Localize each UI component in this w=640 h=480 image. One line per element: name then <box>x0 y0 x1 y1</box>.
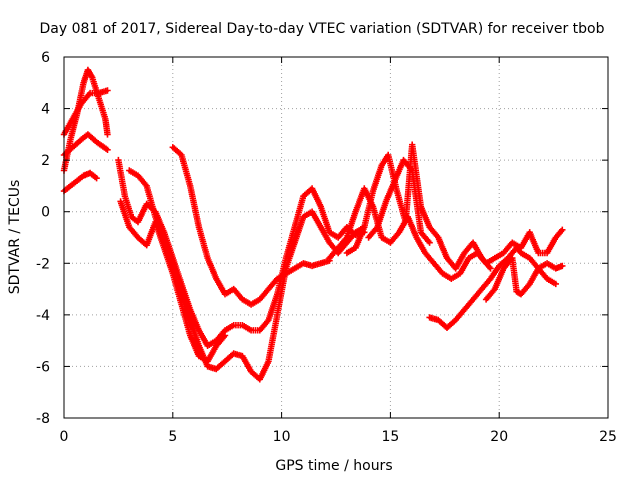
series-6 <box>126 167 368 383</box>
series-5 <box>115 156 368 349</box>
series-13-markers <box>482 254 559 303</box>
y-tick-label: -6 <box>36 359 50 375</box>
series-1-markers <box>60 66 111 174</box>
series-7 <box>169 144 333 308</box>
y-tick-label: 4 <box>41 102 50 118</box>
series-8 <box>117 198 229 365</box>
series-11-markers <box>365 156 433 246</box>
plot-frame <box>63 56 609 419</box>
grid-layer <box>64 57 608 418</box>
x-tick-label: 25 <box>599 429 617 445</box>
x-tick-label: 15 <box>381 429 399 445</box>
y-tick-label: -8 <box>36 411 50 427</box>
series-6-markers <box>126 167 368 383</box>
series-5-markers <box>115 156 368 349</box>
series-10 <box>343 141 494 272</box>
series-12-markers <box>426 244 566 331</box>
y-tick-label: -2 <box>36 256 50 272</box>
y-tick-label: 2 <box>41 153 50 169</box>
x-tick-label: 0 <box>60 429 69 445</box>
y-tick-label: 6 <box>41 50 50 66</box>
y-axis-label: SDTVAR / TECUs <box>7 180 23 295</box>
series-4-markers <box>60 169 100 195</box>
series-13 <box>482 254 559 303</box>
x-axis-label: GPS time / hours <box>275 458 392 474</box>
series-7-markers <box>169 144 333 308</box>
series-layer <box>60 66 566 383</box>
series-8-markers <box>117 198 229 365</box>
x-tick-label: 10 <box>273 429 291 445</box>
y-tick-label: 0 <box>41 205 50 221</box>
series-11 <box>365 156 433 246</box>
x-tick-label: 20 <box>490 429 508 445</box>
chart-title: Day 081 of 2017, Sidereal Day-to-day VTE… <box>39 21 604 37</box>
series-10-markers <box>343 141 494 272</box>
series-1 <box>60 66 111 174</box>
x-tick-label: 5 <box>168 429 177 445</box>
series-4 <box>60 169 100 195</box>
axis-layer: 0 5 10 15 20 25 -8 -6 -4 -2 0 2 4 6 <box>36 50 617 445</box>
y-tick-label: -4 <box>36 308 50 324</box>
series-12 <box>426 244 566 331</box>
